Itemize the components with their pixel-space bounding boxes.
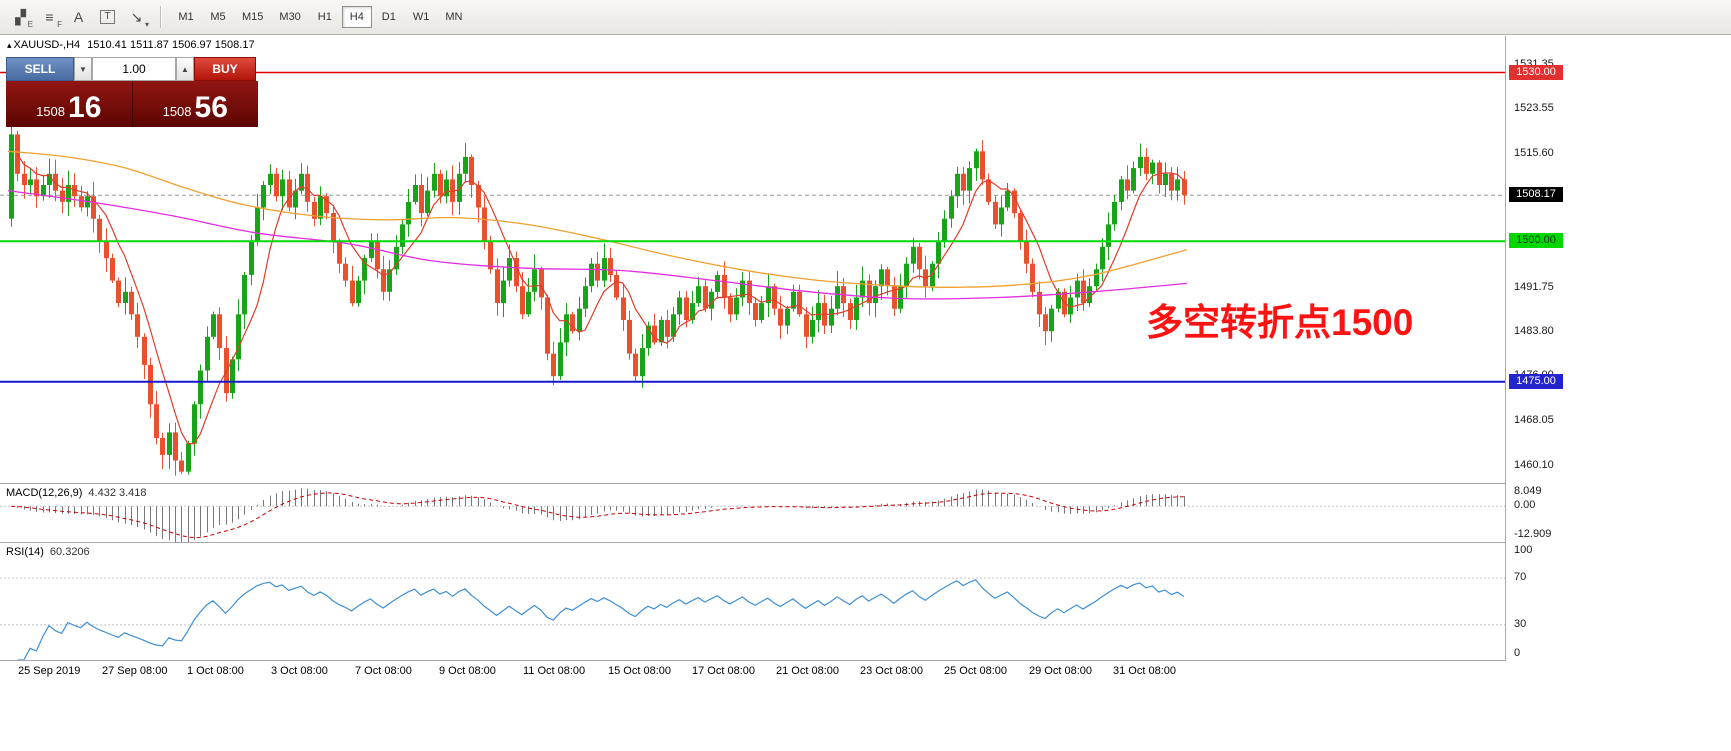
- symbol-title: XAUUSD-,H4: [13, 39, 81, 51]
- date-label: 1 Oct 08:00: [187, 665, 244, 677]
- one-click-trading-panel: SELL ▼ ▲ BUY 1508 16 1508 56: [6, 57, 258, 127]
- candles-group: [9, 121, 1187, 476]
- timeframe-button-m30[interactable]: M30: [272, 6, 307, 28]
- indicator-axis-label: -12.909: [1514, 528, 1552, 540]
- current-price-badge: 1508.17: [1509, 187, 1563, 202]
- timeframe-button-w1[interactable]: W1: [406, 6, 437, 28]
- price-tick-label: 1468.05: [1514, 414, 1554, 426]
- date-label: 25 Sep 2019: [18, 665, 81, 677]
- date-label: 29 Oct 08:00: [1029, 665, 1092, 677]
- volume-dropdown-button[interactable]: ▼: [74, 57, 92, 81]
- date-label: 15 Oct 08:00: [608, 665, 671, 677]
- toolbar-separator: [160, 6, 161, 28]
- date-label: 9 Oct 08:00: [439, 665, 496, 677]
- timeframe-group: M1 M5 M15 M30 H1 H4 D1 W1 MN: [170, 6, 470, 28]
- date-label: 27 Sep 08:00: [102, 665, 168, 677]
- axis-border: [1505, 36, 1506, 661]
- rsi-label: RSI(14) 60.3206: [6, 546, 90, 558]
- rsi-value: 60.3206: [49, 546, 90, 558]
- buy-price-main: 1508: [162, 104, 192, 119]
- timeframe-button-m5[interactable]: M5: [203, 6, 233, 28]
- chevron-up-icon: ▲: [181, 64, 189, 74]
- timeframe-button-mn[interactable]: MN: [438, 6, 469, 28]
- date-label: 17 Oct 08:00: [692, 665, 755, 677]
- date-label: 23 Oct 08:00: [860, 665, 923, 677]
- price-tick-label: 1460.10: [1514, 459, 1554, 471]
- chart-annotation: 多空转折点1500: [1146, 302, 1414, 343]
- price-tick-label: 1491.75: [1514, 281, 1554, 293]
- date-label: 21 Oct 08:00: [776, 665, 839, 677]
- indicator-axis-label: 0: [1514, 647, 1521, 659]
- macd-histogram: [17, 488, 1185, 542]
- rsi-line: [17, 579, 1185, 660]
- level-price-badge: 1475.00: [1509, 374, 1563, 389]
- indicator-axis-label: 30: [1514, 618, 1527, 630]
- date-label: 7 Oct 08:00: [355, 665, 412, 677]
- buy-price-pips: 56: [194, 91, 228, 124]
- indicator-axis-label: 8.049: [1514, 485, 1542, 497]
- panel-separator[interactable]: [0, 660, 1731, 661]
- level-price-badge: 1530.00: [1509, 65, 1563, 80]
- sell-price-main: 1508: [36, 104, 66, 119]
- price-tick-label: 1523.55: [1514, 102, 1554, 114]
- volume-input[interactable]: [92, 57, 176, 81]
- text-tool-icon[interactable]: A: [73, 9, 84, 25]
- chevron-down-icon: ▼: [79, 64, 87, 74]
- ma-fast-line: [16, 153, 1185, 445]
- macd-values: 4.432 3.418: [88, 487, 147, 499]
- arrow-tool-icon[interactable]: ↘ ▾: [130, 9, 149, 29]
- date-label: 25 Oct 08:00: [944, 665, 1007, 677]
- toolbar: ▞ E ≡ F A T ↘ ▾ M1 M5 M15 M30 H1 H4 D1 W1 MN: [0, 0, 1731, 35]
- ma-orange-line: [7, 150, 1188, 288]
- indicator-axis-label: 100: [1514, 544, 1533, 556]
- sell-price[interactable]: 1508 16: [6, 81, 133, 127]
- buy-price[interactable]: 1508 56: [133, 81, 259, 127]
- timeframe-button-m1[interactable]: M1: [171, 6, 201, 28]
- level-price-badge: 1500.00: [1509, 233, 1563, 248]
- date-label: 31 Oct 08:00: [1113, 665, 1176, 677]
- price-tick-label: 1515.60: [1514, 147, 1554, 159]
- time-axis[interactable]: 25 Sep 2019 27 Sep 08:00 1 Oct 08:00 3 Oct …: [0, 661, 1505, 683]
- macd-chart: [0, 488, 1505, 542]
- fibonacci-tool-icon[interactable]: ≡ F: [45, 9, 62, 29]
- price-axis[interactable]: 1531.351523.551515.601491.751483.801476.…: [1506, 36, 1731, 683]
- collapse-arrow-icon[interactable]: ▴: [7, 40, 12, 50]
- cursor-tools-icon[interactable]: ▞ E: [15, 9, 33, 29]
- indicator-axis-label: 70: [1514, 571, 1527, 583]
- sell-button[interactable]: SELL: [6, 57, 74, 81]
- timeframe-button-m15[interactable]: M15: [235, 6, 270, 28]
- ohlc-values: 1510.41 1511.87 1506.97 1508.17: [87, 39, 255, 51]
- rsi-indicator-panel[interactable]: RSI(14) 60.3206: [0, 543, 1505, 660]
- buy-button[interactable]: BUY: [194, 57, 256, 81]
- sell-price-pips: 16: [68, 91, 102, 124]
- panel-separator[interactable]: [0, 542, 1731, 543]
- price-chart-panel[interactable]: ▴ XAUUSD-,H4 1510.41 1511.87 1506.97 1508.…: [0, 36, 1505, 483]
- ma-magenta-line: [7, 189, 1188, 300]
- macd-label: MACD(12,26,9) 4.432 3.418: [6, 487, 147, 499]
- timeframe-button-h1[interactable]: H1: [310, 6, 340, 28]
- macd-signal-line: [11, 492, 1184, 539]
- label-tool-icon[interactable]: T: [93, 4, 122, 30]
- indicator-axis-label: 0.00: [1514, 499, 1536, 511]
- symbol-header: ▴ XAUUSD-,H4 1510.41 1511.87 1506.97 1508.…: [7, 39, 255, 51]
- volume-increase-button[interactable]: ▲: [176, 57, 194, 81]
- rsi-chart: [0, 577, 1505, 660]
- date-label: 3 Oct 08:00: [271, 665, 328, 677]
- timeframe-button-d1[interactable]: D1: [374, 6, 404, 28]
- macd-indicator-panel[interactable]: MACD(12,26,9) 4.432 3.418: [0, 484, 1505, 542]
- price-tick-label: 1483.80: [1514, 325, 1554, 337]
- date-label: 11 Oct 08:00: [523, 665, 586, 677]
- timeframe-button-h4[interactable]: H4: [341, 6, 372, 28]
- panel-separator[interactable]: [0, 483, 1731, 484]
- drawing-tools-group: ▞ E ≡ F A T ↘ ▾: [6, 4, 151, 30]
